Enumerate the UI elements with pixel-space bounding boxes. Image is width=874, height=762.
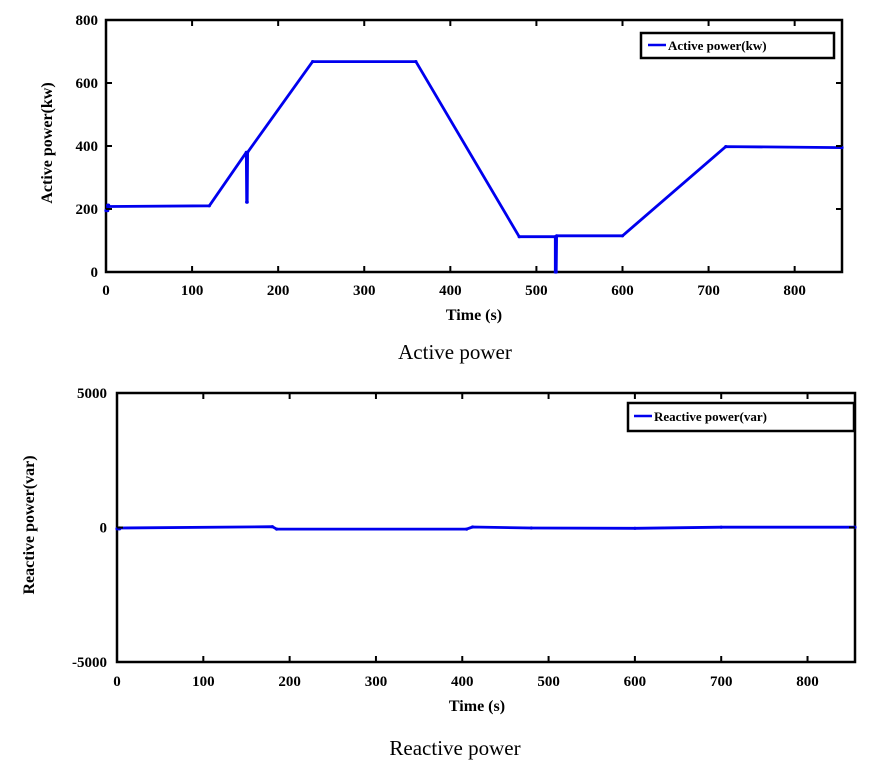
x-tick-label: 100 (181, 283, 204, 299)
data-point (555, 234, 559, 238)
data-point (620, 234, 625, 238)
data-point (719, 525, 723, 529)
x-tick-label: 0 (102, 283, 110, 299)
x-tick-label: 400 (451, 674, 474, 690)
y-tick-label: 400 (76, 139, 99, 155)
active-power-caption: Active power (398, 340, 512, 364)
y-tick-label: 5000 (77, 386, 107, 402)
y-tick-label: -5000 (72, 655, 107, 671)
legend-entry-reactive-power: Reactive power(var) (654, 409, 767, 424)
x-tick-label: 300 (365, 674, 388, 690)
reactive-power-chart: 0 100 200 300 400 500 600 700 800 -5000 0 5000 Time… (21, 386, 857, 760)
active-power-series-layer (104, 60, 844, 274)
data-point (465, 527, 469, 531)
x-tick-label: 800 (783, 283, 806, 299)
reactive-power-y-axis-label: Reactive power(var) (21, 455, 38, 594)
x-tick-label: 200 (267, 283, 290, 299)
data-point (207, 204, 211, 208)
x-tick-label: 600 (611, 283, 634, 299)
y-tick-label: 200 (76, 202, 99, 218)
legend-box (626, 401, 856, 433)
data-point (554, 270, 558, 274)
y-tick-label: 800 (76, 13, 99, 29)
x-tick-label: 700 (697, 283, 720, 299)
x-tick-label: 200 (278, 674, 301, 690)
active-power-x-axis-label: Time (s) (446, 307, 502, 324)
data-point (245, 200, 249, 204)
active-power-legend: Active power(kw) (639, 31, 836, 60)
reactive-power-ticks: 0 100 200 300 400 500 600 700 800 -5000 0 5000 (72, 386, 855, 690)
data-point (107, 204, 111, 209)
active-power-chart: 0 100 200 300 400 500 600 700 800 0 200 400 600 800 T… (0, 0, 874, 364)
x-tick-label: 100 (192, 674, 215, 690)
active-power-axes-box (104, 18, 844, 274)
x-tick-label: 0 (113, 674, 121, 690)
reactive-power-x-axis-label: Time (s) (449, 698, 505, 715)
active-power-plot-area (104, 18, 844, 274)
data-point (275, 527, 279, 531)
reactive-power-caption: Reactive power (389, 736, 520, 760)
data-point (246, 150, 250, 154)
legend-entry-active-power: Active power(kw) (668, 38, 767, 53)
data-point (414, 60, 418, 64)
x-tick-label: 500 (525, 283, 548, 299)
legend-box (639, 31, 836, 60)
x-tick-label: 700 (710, 674, 733, 690)
data-point (517, 235, 521, 239)
x-tick-label: 400 (439, 283, 462, 299)
y-tick-label: 0 (100, 521, 108, 537)
data-point (311, 60, 315, 64)
y-tick-label: 0 (91, 265, 99, 281)
data-point (633, 526, 637, 530)
x-tick-label: 800 (796, 674, 819, 690)
data-point (471, 525, 475, 529)
reactive-power-legend: Reactive power(var) (626, 401, 856, 433)
active-power-y-axis-label: Active power(kw) (39, 82, 56, 203)
data-point (270, 525, 274, 529)
y-tick-label: 600 (76, 76, 99, 92)
x-tick-label: 300 (353, 283, 376, 299)
data-point (529, 526, 533, 530)
x-tick-label: 600 (624, 674, 647, 690)
x-tick-label: 500 (537, 674, 560, 690)
data-point (724, 145, 728, 149)
active-power-ticks: 0 100 200 300 400 500 600 700 800 0 200 400 600 800 (76, 13, 842, 299)
